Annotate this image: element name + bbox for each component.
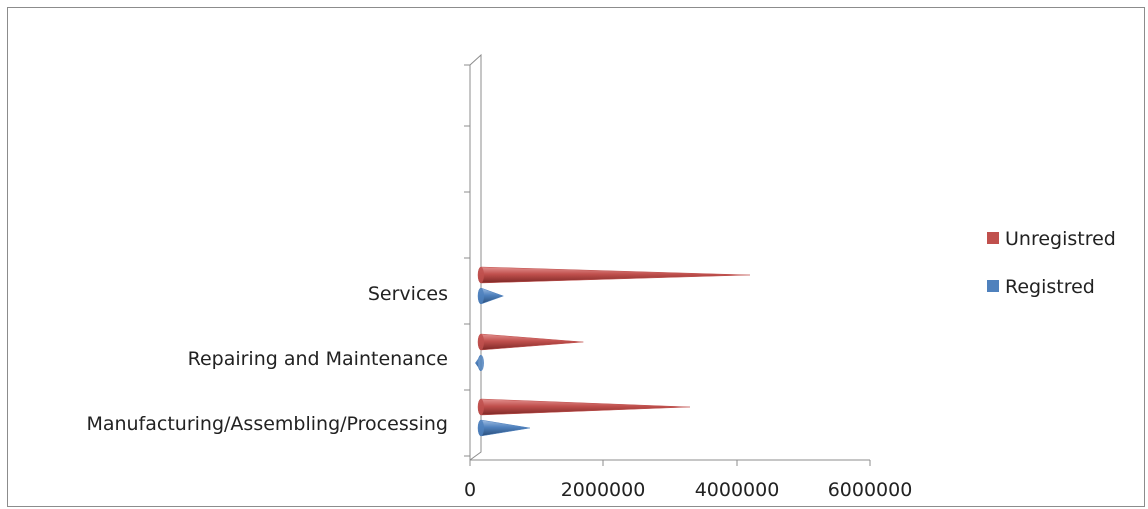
cone-unregistred-0: [477, 398, 691, 416]
x-tick-label: 0: [464, 479, 476, 501]
x-axis-labels: 0 2000000 4000000 6000000: [464, 479, 912, 501]
cone-unregistred-1: [477, 333, 584, 351]
cone-base-unregistred-2: [478, 267, 484, 283]
side-wall: [469, 53, 482, 461]
x-tick-label: 2000000: [561, 479, 646, 501]
axis-walls: [469, 53, 870, 461]
cone-base-registred-0: [478, 420, 484, 436]
cone-marks: [475, 266, 751, 437]
cone-base-unregistred-0: [478, 399, 484, 415]
legend-swatch-unregistred: [987, 232, 999, 244]
category-label: Repairing and Maintenance: [188, 348, 448, 370]
category-labels: Manufacturing/Assembling/Processing Repa…: [86, 283, 448, 435]
category-label: Services: [368, 283, 448, 305]
x-axis-tick-marks: [469, 460, 871, 466]
legend-label-unregistred: Unregistred: [1005, 228, 1116, 250]
cone-base-registred-1: [478, 355, 484, 371]
chart-frame: [7, 7, 1145, 507]
cone-unregistred-2: [477, 266, 751, 284]
category-label: Manufacturing/Assembling/Processing: [86, 413, 448, 435]
legend: Unregistred Registred: [987, 228, 1116, 298]
cone-base-unregistred-1: [478, 334, 484, 350]
legend-label-registred: Registred: [1005, 276, 1095, 298]
legend-swatch-registred: [987, 280, 999, 292]
cone-base-registred-2: [478, 288, 484, 304]
cone-registred-0: [477, 419, 531, 437]
y-axis-ticks: [464, 64, 470, 457]
x-tick-label: 6000000: [828, 479, 913, 501]
x-tick-label: 4000000: [695, 479, 780, 501]
